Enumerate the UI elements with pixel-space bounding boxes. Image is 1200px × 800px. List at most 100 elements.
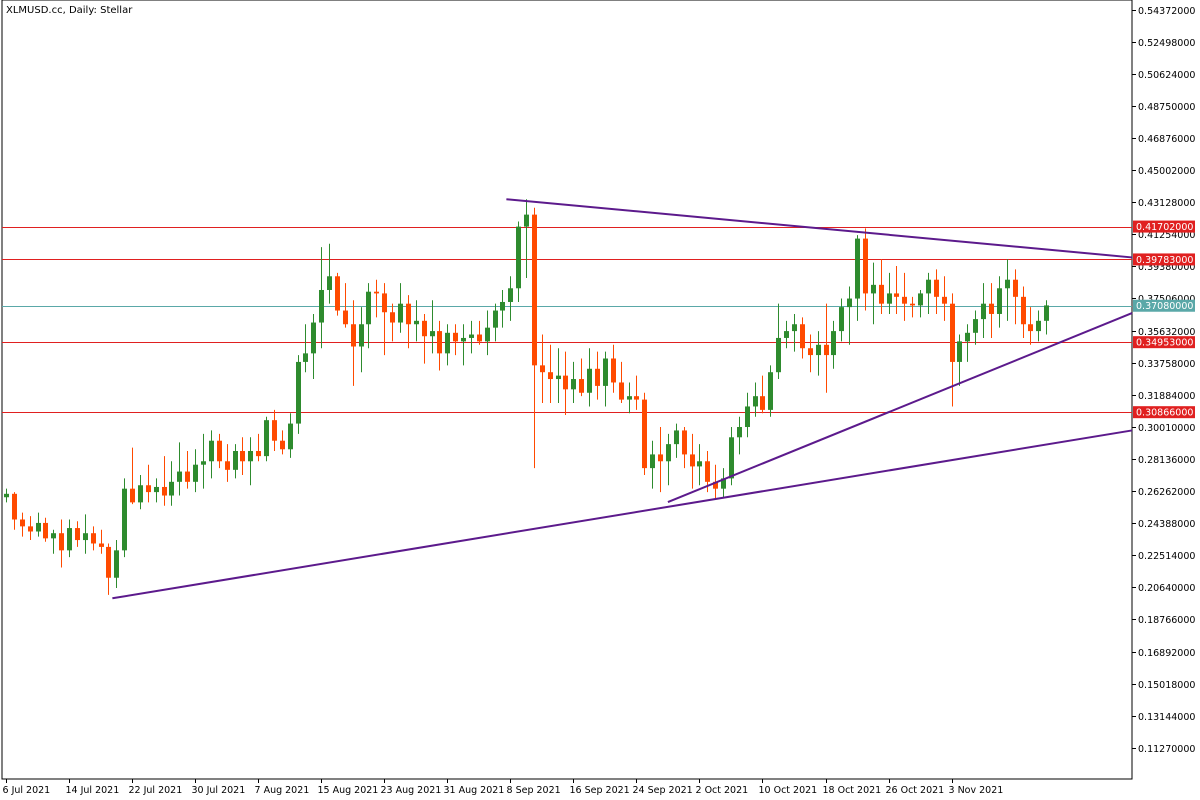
candle-body [374,291,379,294]
candle-body [705,461,710,482]
candle-body [99,543,104,547]
candle-body [138,485,143,503]
header-description: Stellar [100,5,133,16]
candle-body [603,358,608,386]
candle-body [619,382,624,400]
candle-body [674,430,679,445]
y-tick-label: 0.24388000 [1138,519,1195,530]
candle-body [745,406,750,428]
candle-body [461,337,466,342]
candle-body [556,375,561,380]
candle-body [122,488,127,551]
candle-body [366,291,371,325]
candle-body [926,279,931,294]
level-tag-3-label: 0.30866000 [1136,408,1193,419]
candle-body [973,319,978,333]
candle-body [579,379,584,393]
candle-body [12,493,17,520]
y-tick-label: 0.43128000 [1138,198,1195,209]
candle-body [477,334,482,342]
candle-body [532,214,537,366]
x-tick-label: 26 Oct 2021 [886,785,945,796]
candle-body [83,533,88,541]
candle-body [855,238,860,299]
candle-body [957,341,962,362]
x-tick-label: 3 Nov 2021 [949,785,1004,796]
candle-body [721,478,726,489]
x-tick-label: 15 Aug 2021 [318,785,379,796]
x-tick-label: 7 Aug 2021 [255,785,310,796]
candle-body [753,396,758,407]
candle-body [524,214,529,227]
candle-body [106,546,111,578]
x-tick-label: 24 Sep 2021 [633,785,693,796]
y-tick-label: 0.26262000 [1138,487,1195,498]
candle-body [146,485,151,493]
candle-body [713,481,718,489]
level-tag-2-bg [1133,336,1195,349]
y-tick-label: 0.39380000 [1138,262,1195,273]
candle-body [130,488,135,503]
candle-body [382,293,387,313]
candle-body [508,288,513,302]
x-tick-label: 2 Oct 2021 [696,785,749,796]
candle-body [776,337,781,373]
candle-body [800,324,805,349]
header-timeframe: Daily [69,5,94,16]
candle-body [981,303,986,320]
candle-body [422,320,427,337]
candle-body [768,372,773,410]
candle-body [311,322,316,354]
candle-body [587,368,592,393]
candle-body [863,238,868,294]
candle-body [20,519,25,527]
candle-body [335,276,340,311]
candle-body [989,303,994,314]
candle-body [540,365,545,373]
candle-body [28,526,33,532]
candle-body [871,284,876,294]
time-axis: 6 Jul 2021 14 Jul 2021 22 Jul 2021 30 Jul 2… [3,779,1004,796]
candle-body [839,307,844,332]
y-tick-label: 0.20640000 [1138,583,1195,594]
candle-body [611,358,616,383]
level-tag-1-label: 0.39783000 [1136,255,1193,266]
candle-body [571,379,576,390]
candle-body [162,486,167,496]
candle-body [887,293,892,304]
candle-body [469,334,474,338]
y-tick-label: 0.50624000 [1138,70,1195,81]
candle-body [894,293,899,297]
y-tick-label: 0.54372000 [1138,6,1195,17]
y-tick-label: 0.30010000 [1138,423,1195,434]
candle-body [406,303,411,325]
candle-body [217,440,222,462]
candle-body [642,399,647,469]
trendline-1 [667,312,1133,503]
candle-body [627,396,632,400]
y-tick-label: 0.18766000 [1138,615,1195,626]
candle-body [666,444,671,462]
y-tick-label: 0.16892000 [1138,648,1195,659]
candle-body [445,332,450,354]
y-tick-label: 0.13144000 [1138,712,1195,723]
candle-body [67,528,72,551]
candle-body [493,310,498,328]
candle-body [808,348,813,356]
candle-body [193,464,198,482]
candle-body [729,437,734,479]
candle-body [485,327,490,342]
candle-body [997,288,1002,314]
candle-body [414,320,419,325]
y-tick-label: 0.33758000 [1138,359,1195,370]
candle-body [351,324,356,347]
candle-body [114,550,119,578]
candle-body [563,375,568,390]
candle-body [1005,279,1010,289]
x-tick-label: 8 Sep 2021 [507,785,561,796]
candle-body [847,298,852,308]
candle-body [658,454,663,462]
candle-body [792,324,797,332]
x-tick-label: 10 Oct 2021 [759,785,818,796]
